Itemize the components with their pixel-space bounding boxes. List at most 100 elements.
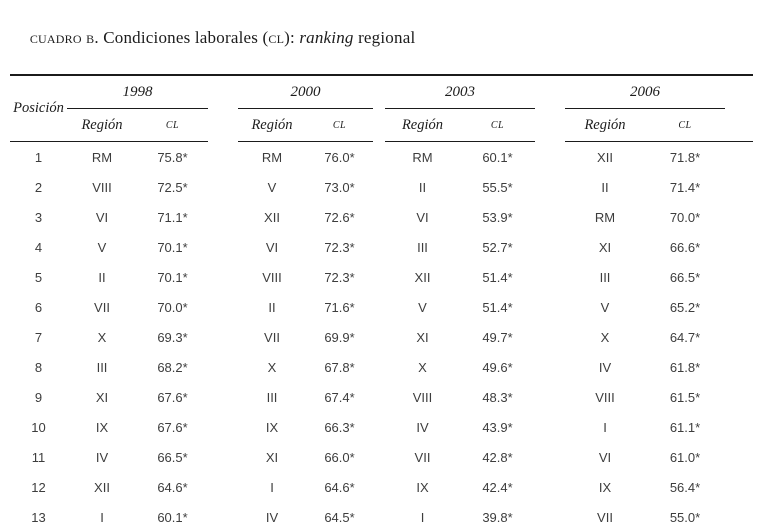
region-cell: X [418,359,427,375]
cl-value-cell: 69.9* [324,329,355,345]
cl-value-cell: 51.4* [482,299,513,315]
column-gap [208,472,238,502]
region-column-header: Región [238,108,306,142]
position-cell: 10 [31,419,46,435]
region-cell: V [418,299,427,315]
column-gap [535,322,565,352]
cl-value-cell: 66.5* [157,449,188,465]
table-row: 3 VI 71.1* XII 72.6* VI 53.9* RM 70.0* [10,202,753,232]
cl-column-header: cl [137,108,208,142]
column-gap [373,322,385,352]
column-gap [373,502,385,523]
column-gap [208,142,238,173]
region-column-header: Región [67,108,137,142]
table-row: 6 VII 70.0* II 71.6* V 51.4* V 65.2* [10,292,753,322]
region-cell: I [270,479,274,495]
region-cell: VIII [595,389,615,405]
cl-value-cell: 39.8* [482,509,513,523]
column-gap [535,75,565,142]
region-cell: VII [94,299,110,315]
column-gap [208,322,238,352]
region-cell: III [96,359,108,375]
cl-value-cell: 61.0* [669,449,701,465]
region-cell: VII [264,329,280,345]
region-cell: VI [95,209,109,225]
cl-value-cell: 67.8* [324,359,355,375]
table-title-text: Condiciones laborales ( [98,28,269,47]
trailing-spacer [725,412,753,442]
cl-value-cell: 70.1* [157,239,188,255]
column-gap [535,202,565,232]
cl-value-cell: 67.6* [157,389,188,405]
region-cell: I [603,419,607,435]
region-cell: IV [598,359,612,375]
cl-value-cell: 66.3* [324,419,355,435]
cl-value-cell: 72.3* [324,269,355,285]
cl-value-cell: 76.0* [324,149,355,165]
cl-value-cell: 71.8* [669,149,701,165]
cl-value-cell: 70.0* [669,209,701,225]
region-cell: V [600,299,610,315]
region-cell: III [417,239,428,255]
table-row: 5 II 70.1* VIII 72.3* XII 51.4* III 66.5* [10,262,753,292]
cl-value-cell: 64.5* [324,509,355,523]
table-row: 1 RM 75.8* RM 76.0* RM 60.1* XII 71.8* [10,142,753,173]
cl-value-cell: 49.6* [482,359,513,375]
year-header-1998: 1998 [67,75,208,109]
table-title-separator: ): [284,28,300,47]
cl-value-cell: 67.6* [157,419,188,435]
column-gap [373,442,385,472]
trailing-spacer [725,202,753,232]
cl-value-cell: 72.5* [157,179,188,195]
column-gap [373,202,385,232]
cl-value-cell: 55.5* [482,179,513,195]
column-gap [373,262,385,292]
position-cell: 5 [34,269,43,285]
region-cell: RM [91,149,113,165]
region-cell: V [267,179,277,195]
column-gap [208,75,238,142]
trailing-spacer [725,172,753,202]
column-gap [535,502,565,523]
position-cell: 7 [34,329,43,345]
trailing-spacer [725,382,753,412]
year-header-2006: 2006 [565,75,725,109]
trailing-spacer [725,292,753,322]
region-cell: VI [265,239,279,255]
trailing-spacer [725,322,753,352]
cl-value-cell: 51.4* [482,269,513,285]
cl-value-cell: 70.0* [157,299,188,315]
trailing-spacer [725,142,753,173]
cl-value-cell: 60.1* [157,509,188,523]
region-cell: IV [265,509,279,523]
region-cell: III [599,269,611,285]
region-cell: I [100,509,104,523]
cl-value-cell: 71.6* [324,299,355,315]
trailing-spacer [725,262,753,292]
cl-value-cell: 68.2* [157,359,188,375]
cl-column-header: cl [460,108,535,142]
position-cell: 12 [31,479,46,495]
column-gap [373,382,385,412]
position-cell: 9 [34,389,43,405]
column-gap [373,472,385,502]
region-cell: RM [412,149,433,165]
cl-value-cell: 71.4* [669,179,701,195]
cl-value-cell: 49.7* [482,329,513,345]
cl-value-cell: 61.5* [669,389,701,405]
table-title-label: cuadro b. [29,28,99,47]
position-column-header: Posición [10,75,67,142]
cl-value-cell: 67.4* [324,389,355,405]
column-gap [373,352,385,382]
position-cell: 2 [34,179,43,195]
trailing-spacer [725,472,753,502]
cl-value-cell: 52.7* [482,239,513,255]
table-row: 9 XI 67.6* III 67.4* VIII 48.3* VIII 61.5* [10,382,753,412]
column-gap [208,292,238,322]
column-gap [535,262,565,292]
position-cell: 13 [31,509,46,523]
trailing-spacer [725,352,753,382]
column-gap [373,412,385,442]
region-cell: IX [95,419,109,435]
